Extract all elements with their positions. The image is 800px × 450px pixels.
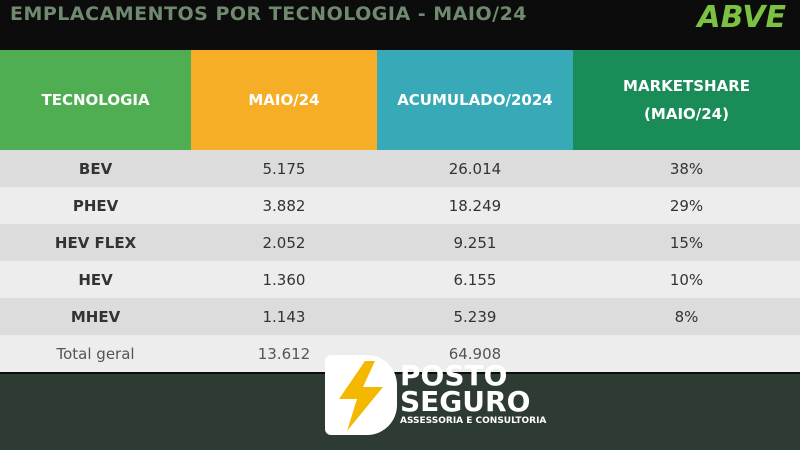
table-row: PHEV 3.882 18.249 29%	[0, 187, 800, 224]
table-cell: 2.052	[191, 224, 377, 261]
watermark-tagline: ASSESSORIA E CONSULTORIA	[400, 416, 547, 426]
table-cell: 18.249	[376, 187, 574, 224]
table-cell: 64.908	[376, 335, 574, 372]
table-cell: 6.155	[376, 261, 574, 298]
table-cell: MHEV	[0, 298, 192, 335]
table-cell: 1.360	[191, 261, 377, 298]
table-cell: 1.143	[191, 298, 377, 335]
column-header: MARKETSHARE (MAIO/24)	[573, 50, 800, 150]
table-cell: 3.882	[191, 187, 377, 224]
table-row: Total geral 13.612 64.908	[0, 335, 800, 372]
table-cell: 26.014	[376, 150, 574, 187]
table-row: BEV 5.175 26.014 38%	[0, 150, 800, 187]
table-cell: 13.612	[191, 335, 377, 372]
table-cell: PHEV	[0, 187, 192, 224]
table-cell: 8%	[573, 298, 800, 335]
table-row: HEV FLEX 2.052 9.251 15%	[0, 224, 800, 261]
background-band	[0, 374, 800, 450]
watermark-text: POSTO	[400, 359, 508, 392]
table-row: HEV 1.360 6.155 10%	[0, 261, 800, 298]
header-row: TECNOLOGIA MAIO/24 ACUMULADO/2024 MARKET…	[0, 50, 800, 150]
column-header: TECNOLOGIA	[0, 50, 192, 150]
table-cell: BEV	[0, 150, 192, 187]
table-row: MHEV 1.143 5.239 8%	[0, 298, 800, 335]
logo: ABVE	[697, 0, 786, 35]
column-header: MAIO/24	[191, 50, 377, 150]
watermark-icon	[325, 355, 397, 435]
lightning	[339, 361, 383, 431]
table-cell: HEV	[0, 261, 192, 298]
title: EMPLACAMENTOS POR TECNOLOGIA - MAIO/24	[10, 3, 528, 25]
watermark-text: SEGURO	[400, 385, 531, 418]
table-cell: 5.239	[376, 298, 574, 335]
table-cell	[573, 335, 800, 372]
table-cell: HEV FLEX	[0, 224, 192, 261]
table-cell: 38%	[573, 150, 800, 187]
table-body: BEV 5.175 26.014 38% PHEV 3.882 18.249 29% HEV F…	[0, 150, 800, 372]
table-cell: 29%	[573, 187, 800, 224]
table-cell: 10%	[573, 261, 800, 298]
table-cell: 15%	[573, 224, 800, 261]
table: TECNOLOGIA MAIO/24 ACUMULADO/2024 MARKET…	[0, 50, 800, 372]
table-cell: 5.175	[191, 150, 377, 187]
table-cell: 9.251	[376, 224, 574, 261]
column-header: ACUMULADO/2024	[376, 50, 574, 150]
table-cell: Total geral	[0, 335, 192, 372]
